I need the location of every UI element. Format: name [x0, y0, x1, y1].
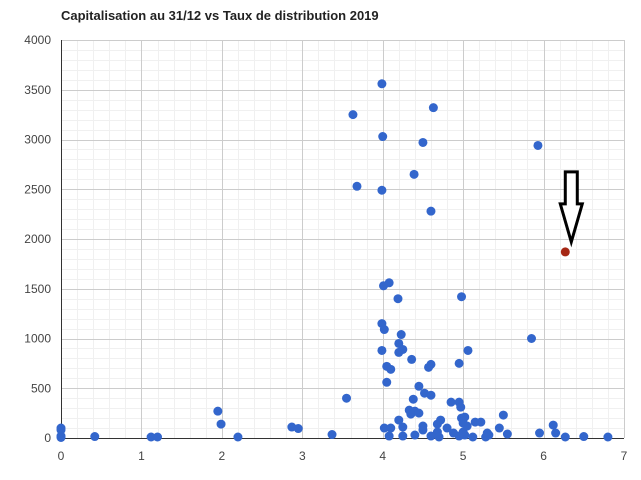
data-point: [406, 409, 416, 419]
data-point: [410, 430, 420, 440]
data-point: [426, 390, 436, 400]
data-point: [428, 103, 438, 113]
data-point: [424, 362, 434, 372]
data-point: [409, 169, 419, 179]
x-tick-label: 4: [379, 449, 386, 463]
data-point: [535, 428, 545, 438]
data-point: [348, 110, 358, 120]
data-point: [56, 433, 66, 443]
data-point: [386, 423, 396, 433]
data-point: [379, 423, 389, 433]
data-point: [527, 334, 537, 343]
y-tick-label: 4000: [24, 33, 51, 47]
x-tick-label: 2: [219, 449, 226, 463]
data-point: [394, 347, 404, 357]
data-point: [377, 79, 387, 89]
y-tick-label: 3500: [24, 83, 51, 97]
data-points: [56, 79, 613, 443]
data-point: [442, 423, 452, 433]
data-point: [342, 393, 352, 403]
major-gridlines: [61, 40, 625, 438]
data-point: [454, 358, 464, 368]
data-point: [352, 181, 362, 191]
data-point: [379, 325, 389, 335]
down-arrow-icon: [558, 170, 585, 248]
x-tick-label: 7: [621, 449, 628, 463]
y-tick-label: 2000: [24, 232, 51, 246]
data-point: [462, 421, 472, 431]
data-point: [533, 140, 543, 150]
annotation-layer: [558, 170, 585, 248]
y-tick-label: 3000: [24, 133, 51, 147]
data-point: [233, 432, 243, 442]
data-point: [216, 419, 226, 429]
data-point: [476, 417, 486, 427]
data-point: [551, 428, 561, 438]
data-point: [463, 345, 473, 355]
data-point: [456, 402, 466, 412]
y-tick-label: 2500: [24, 182, 51, 196]
highlighted-data-point: [560, 247, 570, 257]
x-tick-label: 1: [138, 449, 145, 463]
data-point: [393, 294, 403, 304]
data-point: [448, 428, 458, 438]
data-point: [386, 364, 396, 374]
data-point: [414, 381, 424, 391]
x-tick-label: 6: [540, 449, 547, 463]
data-point: [418, 425, 428, 435]
data-point: [502, 429, 512, 439]
data-point: [468, 432, 478, 442]
x-tick-label: 3: [299, 449, 306, 463]
data-point: [293, 424, 303, 434]
chart-title: Capitalisation au 31/12 vs Taux de distr…: [61, 8, 379, 23]
data-point: [498, 410, 508, 420]
data-point: [394, 415, 404, 425]
data-point: [379, 281, 389, 291]
data-point: [377, 345, 387, 355]
y-tick-label: 1500: [24, 282, 51, 296]
data-point: [457, 292, 467, 302]
y-axis-tick-labels: 0 500 1000 1500 2000 2500 3000 3500 4000: [24, 33, 51, 445]
data-point: [603, 432, 613, 442]
data-point: [382, 377, 392, 387]
x-tick-label: 0: [58, 449, 65, 463]
data-point: [548, 420, 558, 430]
data-point: [407, 354, 417, 364]
y-tick-label: 1000: [24, 332, 51, 346]
data-point: [494, 423, 504, 433]
data-point: [398, 431, 408, 441]
data-point: [426, 431, 436, 441]
data-point: [426, 206, 436, 216]
data-point: [446, 397, 456, 407]
data-point: [481, 432, 491, 442]
data-point: [327, 430, 337, 440]
x-axis-tick-labels: 0 1 2 3 4 5 6 7: [58, 449, 628, 463]
data-point: [384, 431, 394, 441]
data-point: [396, 330, 406, 340]
data-point: [434, 432, 444, 442]
data-point: [414, 408, 424, 418]
data-point: [398, 422, 408, 432]
data-point: [579, 432, 589, 442]
data-point: [436, 415, 446, 425]
y-tick-label: 500: [31, 381, 51, 395]
y-tick-label: 0: [44, 431, 51, 445]
data-point: [378, 132, 388, 142]
data-point: [90, 432, 100, 442]
data-point: [377, 185, 387, 195]
data-point: [146, 432, 156, 442]
data-point: [418, 137, 428, 147]
data-point: [153, 432, 163, 442]
data-point: [408, 394, 418, 404]
x-tick-label: 5: [460, 449, 467, 463]
data-point: [560, 432, 570, 442]
data-point: [213, 406, 223, 416]
